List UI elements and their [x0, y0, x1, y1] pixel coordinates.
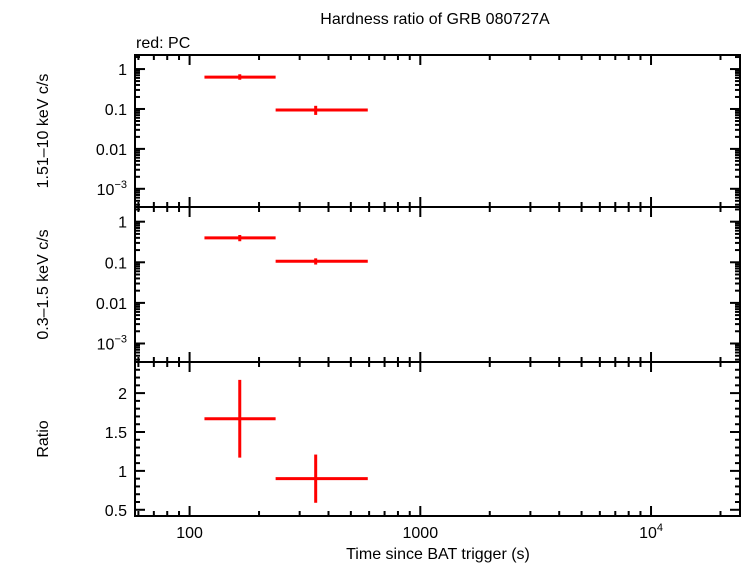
y-tick-label: 0.1: [105, 255, 127, 272]
x-tick-label: 1000: [403, 525, 439, 542]
y-axis-label: 0.3–1.5 keV c/s: [35, 229, 52, 339]
panel-frame: [134, 361, 741, 517]
data-point: [275, 258, 368, 265]
chart-title: Hardness ratio of GRB 080727A: [320, 11, 550, 28]
y-tick-label: 10−3: [97, 179, 127, 199]
data-point: [275, 454, 368, 503]
y-tick-label: 1: [118, 464, 127, 481]
x-axis-label: Time since BAT trigger (s): [346, 546, 530, 563]
panel-3: 0.5 1 1.5 2 Ratio: [35, 361, 741, 520]
chart-subtitle: red: PC: [136, 35, 190, 52]
data-point: [204, 74, 276, 80]
x-tick-label: 100: [176, 525, 203, 542]
y-tick-label: 1: [118, 215, 127, 232]
data-point: [204, 379, 276, 458]
y-tick-label: 0.01: [96, 142, 127, 159]
y-axis-label: Ratio: [35, 420, 52, 457]
y-tick-label: 10−3: [97, 333, 127, 353]
y-axis-label: 1.51–10 keV c/s: [35, 74, 52, 189]
panel-1: 1 0.1 0.01 10−3 1.51–10 keV c/s: [35, 54, 741, 208]
y-tick-label: 2: [118, 386, 127, 403]
panel-2: 1 0.1 0.01 10−3 0.3–1.5 keV c/s: [35, 206, 741, 363]
data-point: [204, 234, 276, 242]
y-tick-label: 0.1: [105, 102, 127, 119]
y-tick-label: 1: [118, 62, 127, 79]
x-tick-label: 104: [639, 522, 663, 542]
y-tick-label: 0.01: [96, 296, 127, 313]
panel-frame: [134, 206, 741, 363]
y-tick-label: 0.5: [105, 503, 127, 520]
data-point: [275, 105, 368, 115]
y-tick-label: 1.5: [105, 425, 127, 442]
